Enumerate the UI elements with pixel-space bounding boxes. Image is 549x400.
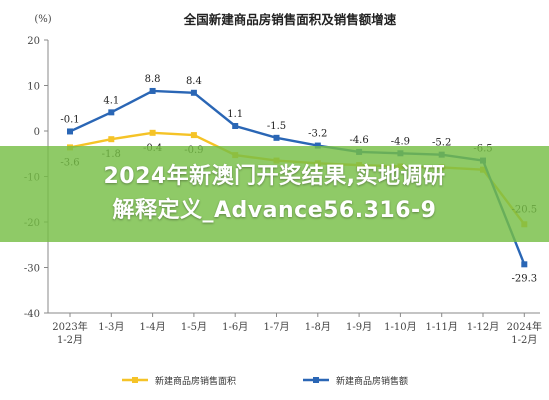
y-axis-unit: (%) bbox=[34, 14, 51, 25]
data-label: -1.5 bbox=[267, 121, 286, 132]
y-tick-label: 0 bbox=[34, 127, 40, 138]
legend-label: 新建商品房销售额 bbox=[336, 375, 408, 387]
x-tick-label: 1-3月 bbox=[98, 321, 124, 333]
x-tick-label: 2023年 1-2月 bbox=[52, 320, 87, 346]
x-tick-label: 1-6月 bbox=[222, 321, 248, 333]
x-tick-label: 1-5月 bbox=[181, 321, 207, 333]
data-point bbox=[314, 142, 321, 149]
data-point bbox=[108, 109, 115, 116]
data-point bbox=[521, 261, 528, 268]
data-point bbox=[190, 132, 197, 139]
data-point bbox=[67, 128, 73, 135]
data-label: 1.1 bbox=[227, 109, 243, 120]
data-point bbox=[149, 87, 156, 94]
x-tick-label: 2024年 1-2月 bbox=[507, 320, 542, 346]
legend: 新建商品房销售面积 新建商品房销售额 bbox=[122, 375, 408, 387]
x-tick-label: 1-7月 bbox=[263, 321, 289, 333]
legend-marker bbox=[313, 377, 319, 383]
data-point bbox=[232, 122, 239, 129]
data-label: -0.1 bbox=[60, 114, 79, 125]
data-label: 4.1 bbox=[103, 95, 119, 106]
data-point bbox=[108, 136, 115, 143]
x-tick-label: 1-10月 bbox=[384, 321, 416, 333]
data-point bbox=[273, 134, 280, 141]
data-label: -4.6 bbox=[349, 135, 368, 146]
y-tick-label: 20 bbox=[27, 36, 40, 47]
x-axis-ticks: 2023年 1-2月 1-3月 1-4月 1-5月 1-6月 1-7月 1-8月 1-9月 1-1… bbox=[52, 313, 542, 346]
legend-marker bbox=[132, 377, 138, 383]
x-tick-label: 1-9月 bbox=[346, 321, 372, 333]
data-label: 8.4 bbox=[186, 76, 202, 87]
legend-label: 新建商品房销售面积 bbox=[155, 375, 236, 387]
y-tick-label: -30 bbox=[24, 264, 40, 275]
data-point bbox=[149, 129, 156, 136]
x-tick-label: 1-12月 bbox=[467, 321, 499, 333]
overlay-banner: 2024年新澳门开奖结果,实地调研 解释定义_Advance56.316-9 bbox=[0, 146, 549, 242]
data-label: -5.2 bbox=[432, 138, 451, 149]
banner-line-2: 解释定义_Advance56.316-9 bbox=[112, 198, 437, 223]
y-tick-label: -40 bbox=[24, 309, 40, 320]
y-tick-label: 10 bbox=[27, 82, 40, 93]
data-label: -29.3 bbox=[511, 273, 537, 284]
data-label: 8.8 bbox=[145, 74, 161, 85]
banner-line-1: 2024年新澳门开奖结果,实地调研 bbox=[103, 164, 446, 189]
data-point bbox=[190, 89, 197, 96]
data-label: -3.2 bbox=[308, 129, 327, 140]
data-label: -4.9 bbox=[391, 136, 410, 147]
x-tick-label: 1-11月 bbox=[425, 321, 457, 333]
x-tick-label: 1-8月 bbox=[305, 321, 331, 333]
x-tick-label: 1-4月 bbox=[140, 321, 166, 333]
chart-title: 全国新建商品房销售面积及销售额增速 bbox=[183, 12, 397, 27]
